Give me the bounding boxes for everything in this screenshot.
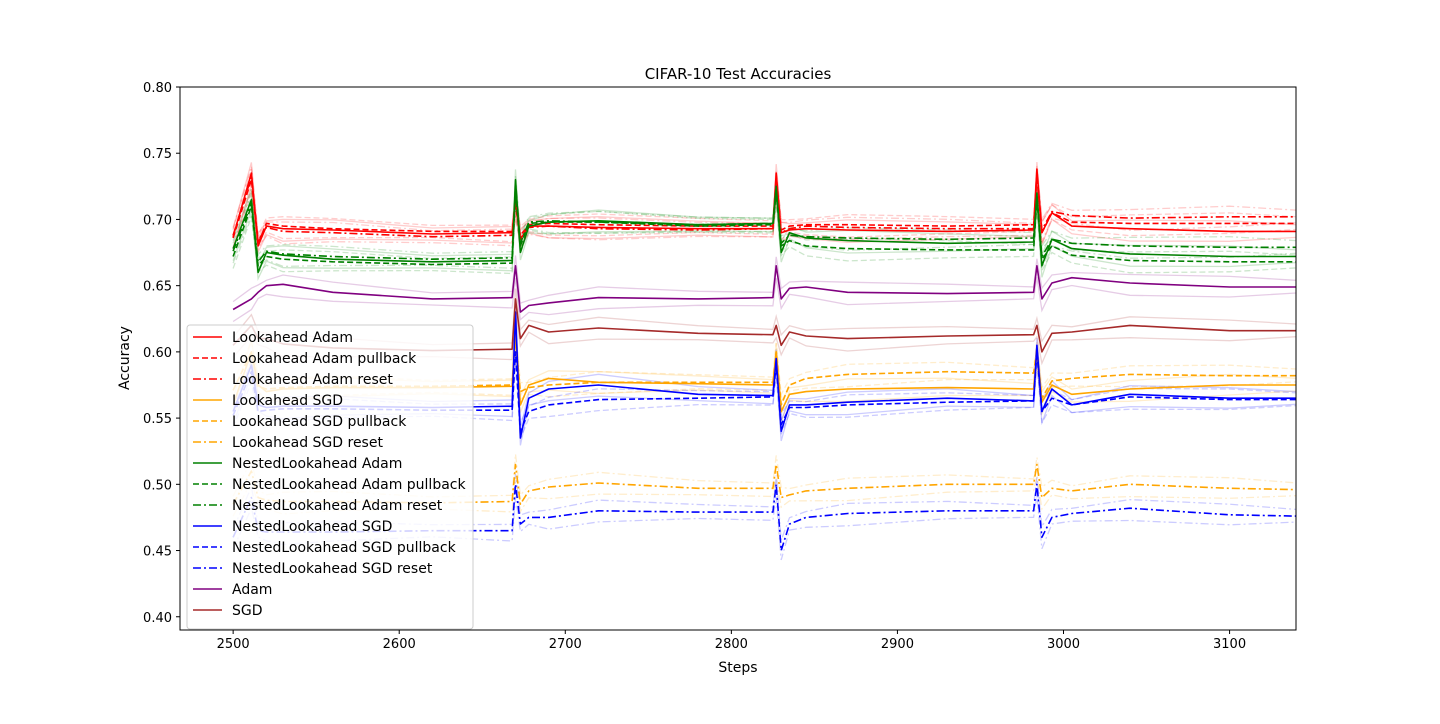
faint-run-line: [232, 191, 1297, 281]
legend-label: SGD: [232, 603, 263, 619]
faint-run-line: [232, 182, 1297, 260]
series-line: [232, 192, 1296, 267]
y-tick-label: 0.45: [143, 545, 172, 560]
series-line: [232, 174, 1296, 245]
y-tick-label: 0.75: [143, 147, 172, 162]
x-axis-label: Steps: [718, 660, 757, 676]
legend-label: Lookahead Adam: [232, 330, 353, 346]
x-tick-label: 3000: [1047, 637, 1080, 652]
legend-label: Adam: [232, 582, 272, 598]
x-tick-label: 2800: [715, 637, 748, 652]
series-line: [232, 185, 1296, 263]
y-axis-ticks: 0.40 0.45 0.50 0.55 0.60 0.65 0.70 0.75 0.80: [143, 81, 180, 626]
legend-box: [186, 324, 474, 630]
faint-run-line: [232, 180, 1297, 255]
series-line: [232, 172, 1296, 242]
faint-run-line: [232, 475, 1297, 517]
y-tick-label: 0.65: [143, 280, 172, 295]
legend-label: Lookahead SGD: [232, 393, 343, 409]
legend-label: NestedLookahead Adam: [232, 456, 402, 472]
legend-label: NestedLookahead SGD pullback: [232, 540, 457, 556]
x-tick-label: 2900: [881, 637, 914, 652]
faint-run-line: [232, 187, 1297, 252]
faint-run-line: [232, 363, 1297, 440]
faint-run-line: [232, 205, 1297, 275]
x-tick-label: 2700: [549, 637, 582, 652]
y-tick-label: 0.55: [143, 412, 172, 427]
faint-run-line: [232, 165, 1297, 236]
x-tick-label: 2600: [383, 637, 416, 652]
legend-label: NestedLookahead Adam pullback: [232, 477, 466, 493]
legend-label: NestedLookahead SGD reset: [232, 561, 433, 577]
legend-label: Lookahead SGD pullback: [232, 414, 407, 430]
x-axis-ticks: 2500 2600 2700 2800 2900 3000 3100: [217, 630, 1246, 652]
chart-title: CIFAR-10 Test Accuracies: [645, 65, 832, 83]
y-tick-label: 0.50: [143, 478, 172, 493]
legend-label: NestedLookahead SGD: [232, 519, 392, 535]
x-tick-label: 3100: [1213, 637, 1246, 652]
legend-label: Lookahead Adam reset: [232, 372, 393, 388]
faint-run-line: [232, 184, 1297, 249]
legend: Lookahead Adam Lookahead Adam pullback Loo…: [186, 324, 474, 630]
series-line: [232, 265, 1296, 313]
y-tick-label: 0.80: [143, 81, 172, 96]
x-tick-label: 2500: [217, 637, 250, 652]
legend-label: Lookahead Adam pullback: [232, 351, 417, 367]
faint-run-line: [232, 161, 1297, 242]
y-tick-label: 0.70: [143, 213, 172, 228]
plot-frame: [179, 86, 1297, 631]
series-line: [232, 178, 1296, 274]
faint-run-line: [232, 198, 1297, 271]
y-tick-label: 0.60: [143, 346, 172, 361]
legend-label: Lookahead SGD reset: [232, 435, 383, 451]
y-tick-label: 0.40: [143, 611, 172, 626]
y-axis-label: Accuracy: [117, 326, 133, 390]
faint-run-line: [232, 277, 1297, 323]
legend-label: NestedLookahead Adam reset: [232, 498, 443, 514]
